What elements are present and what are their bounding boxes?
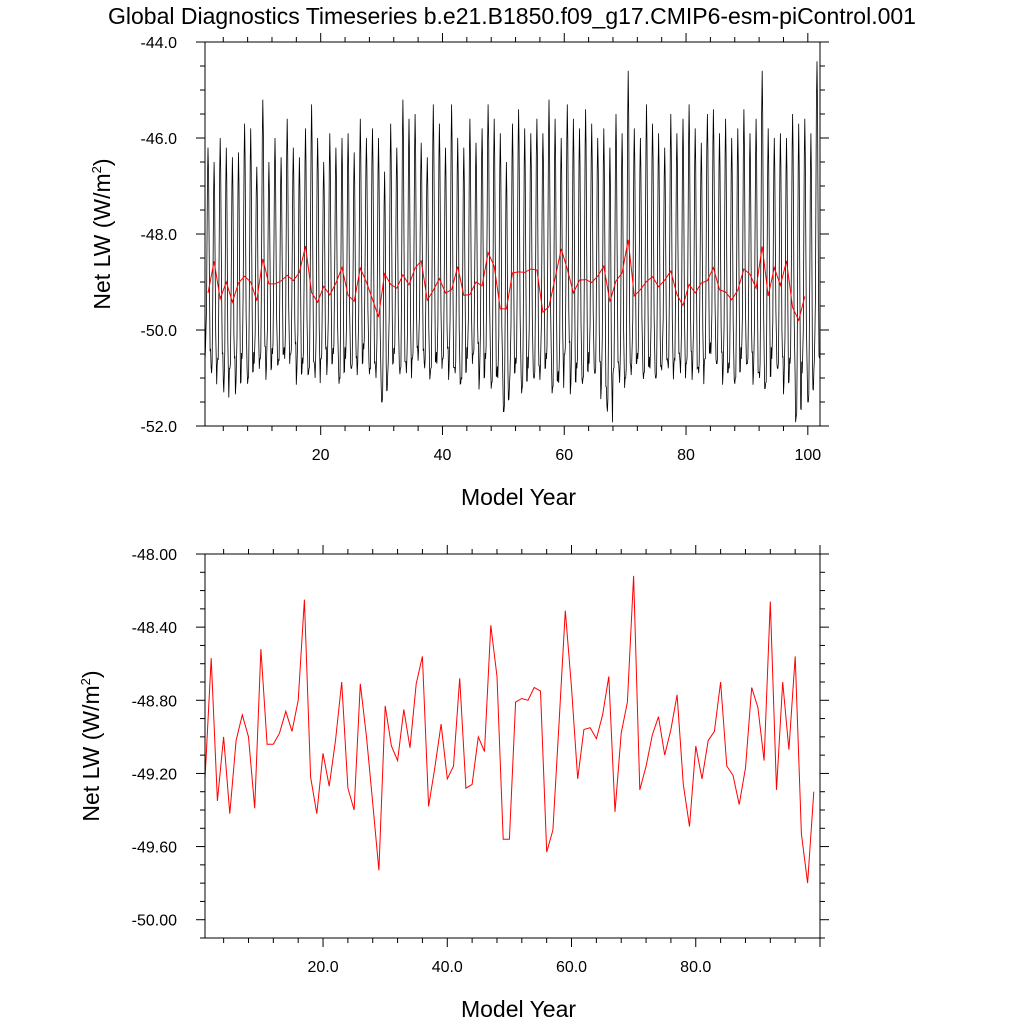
top-x-tick-label: 80 xyxy=(677,447,695,464)
top-y-tick-label: -48.0 xyxy=(141,227,178,244)
top-series-line-monthly xyxy=(205,61,820,423)
top-x-tick-label: 60 xyxy=(555,447,573,464)
top-x-tick-label: 40 xyxy=(434,447,452,464)
top-y-tick-label: -46.0 xyxy=(141,131,178,148)
top-y-tick-label: -44.0 xyxy=(141,35,178,52)
bottom-x-tick-label: 20.0 xyxy=(307,959,338,976)
top-y-axis-title: Net LW (W/m2) xyxy=(89,158,115,309)
bottom-y-tick-label: -49.60 xyxy=(132,840,177,857)
top-x-tick-label: 20 xyxy=(312,447,330,464)
bottom-panel: 20.0 40.0 60.0 80.0 -50.00 -49.60 -49.20 -48.80… xyxy=(78,545,829,1022)
bottom-y-axis-title-sup: 2 xyxy=(78,678,93,685)
bottom-x-tick-label: 40.0 xyxy=(432,959,463,976)
chart-title: Global Diagnostics Timeseries b.e21.B185… xyxy=(108,3,916,29)
top-y-axis-title-main: Net LW (W/m xyxy=(89,173,115,309)
bottom-series-line-annual xyxy=(205,575,815,884)
bottom-axes-group: 20.0 40.0 60.0 80.0 -50.00 -49.60 -49.20 -48.80… xyxy=(132,545,829,976)
bottom-y-tick-label: -48.80 xyxy=(132,693,177,710)
top-y-axis-title-close: ) xyxy=(89,158,115,166)
bottom-y-axis-title-close: ) xyxy=(78,670,104,678)
top-y-tick-label: -52.0 xyxy=(141,419,178,436)
bottom-y-axis-title-main: Net LW (W/m xyxy=(78,685,104,821)
bottom-y-tick-label: -49.20 xyxy=(132,766,177,783)
top-y-axis-title-sup: 2 xyxy=(89,166,104,173)
top-panel: 20 40 60 80 100 -52.0 -50.0 -48.0 -46.0 -44.0 Mod… xyxy=(89,33,829,510)
bottom-x-tick-label: 80.0 xyxy=(680,959,711,976)
bottom-series-group xyxy=(205,575,815,884)
bottom-plot-frame xyxy=(204,553,821,939)
top-x-tick-label: 100 xyxy=(794,447,821,464)
bottom-x-tick-label: 60.0 xyxy=(556,959,587,976)
bottom-y-axis-title: Net LW (W/m2) xyxy=(78,670,104,821)
top-y-tick-label: -50.0 xyxy=(141,323,178,340)
top-axes-group: 20 40 60 80 100 -52.0 -50.0 -48.0 -46.0 -44.0 xyxy=(141,33,829,464)
top-series-line-annual xyxy=(207,239,806,322)
top-series-group xyxy=(205,61,820,423)
top-x-axis-title: Model Year xyxy=(461,484,576,510)
bottom-y-tick-label: -48.00 xyxy=(132,547,177,564)
bottom-y-tick-label: -48.40 xyxy=(132,620,177,637)
bottom-x-axis-title: Model Year xyxy=(461,996,576,1022)
bottom-y-tick-label: -50.00 xyxy=(132,913,177,930)
